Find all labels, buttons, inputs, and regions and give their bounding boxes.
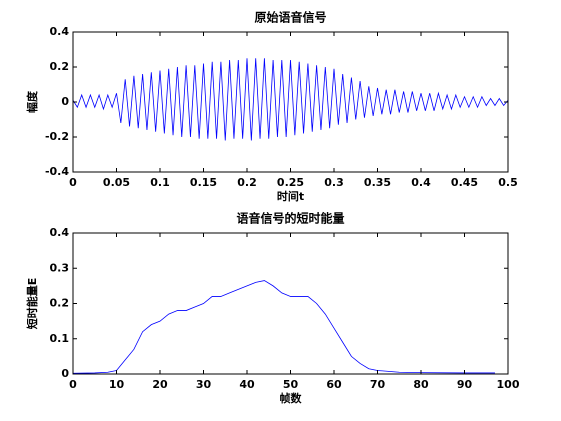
y-axis-label: 幅度 (25, 90, 39, 113)
y-tick-label: 0.2 (50, 297, 70, 310)
chart-title: 语音信号的短时能量 (236, 211, 344, 226)
y-tick-label: 0 (61, 367, 69, 380)
x-axis-label: 时间t (277, 189, 304, 203)
x-tick-label: 0.5 (498, 176, 518, 189)
x-tick-label: 0.05 (103, 176, 130, 189)
x-tick-label: 0 (69, 176, 77, 189)
x-tick-label: 10 (109, 378, 125, 391)
x-tick-label: 0.1 (150, 176, 170, 189)
x-tick-label: 0.2 (237, 176, 257, 189)
y-tick-label: 0 (61, 95, 69, 108)
data-line (72, 58, 509, 141)
x-axis-label: 帧数 (280, 391, 303, 405)
y-axis-label: 短时能量E (25, 278, 39, 330)
x-tick-label: 90 (457, 378, 473, 391)
x-tick-label: 0.3 (324, 176, 344, 189)
x-tick-label: 100 (497, 378, 520, 391)
x-tick-label: 40 (239, 378, 255, 391)
y-tick-label: -0.4 (45, 165, 69, 178)
x-tick-label: 80 (413, 378, 429, 391)
y-tick-label: 0.4 (50, 226, 70, 239)
x-tick-label: 0.25 (277, 176, 304, 189)
y-tick-label: 0.3 (50, 261, 70, 274)
x-tick-label: 0.35 (364, 176, 391, 189)
x-tick-label: 30 (196, 378, 212, 391)
plot-area (73, 233, 508, 374)
data-line (72, 280, 495, 374)
y-tick-label: 0.2 (50, 60, 70, 73)
plot-area (73, 32, 508, 172)
y-tick-label: 0.4 (50, 25, 70, 38)
x-tick-label: 70 (370, 378, 386, 391)
y-tick-label: -0.2 (45, 130, 69, 143)
x-tick-label: 20 (152, 378, 168, 391)
x-tick-label: 0.15 (190, 176, 217, 189)
x-tick-label: 0 (69, 378, 77, 391)
x-tick-label: 0.45 (451, 176, 478, 189)
chart-title: 原始语音信号 (254, 10, 326, 25)
x-tick-label: 0.4 (411, 176, 431, 189)
x-tick-label: 50 (283, 378, 299, 391)
x-tick-label: 60 (326, 378, 342, 391)
y-tick-label: 0.1 (50, 332, 70, 345)
